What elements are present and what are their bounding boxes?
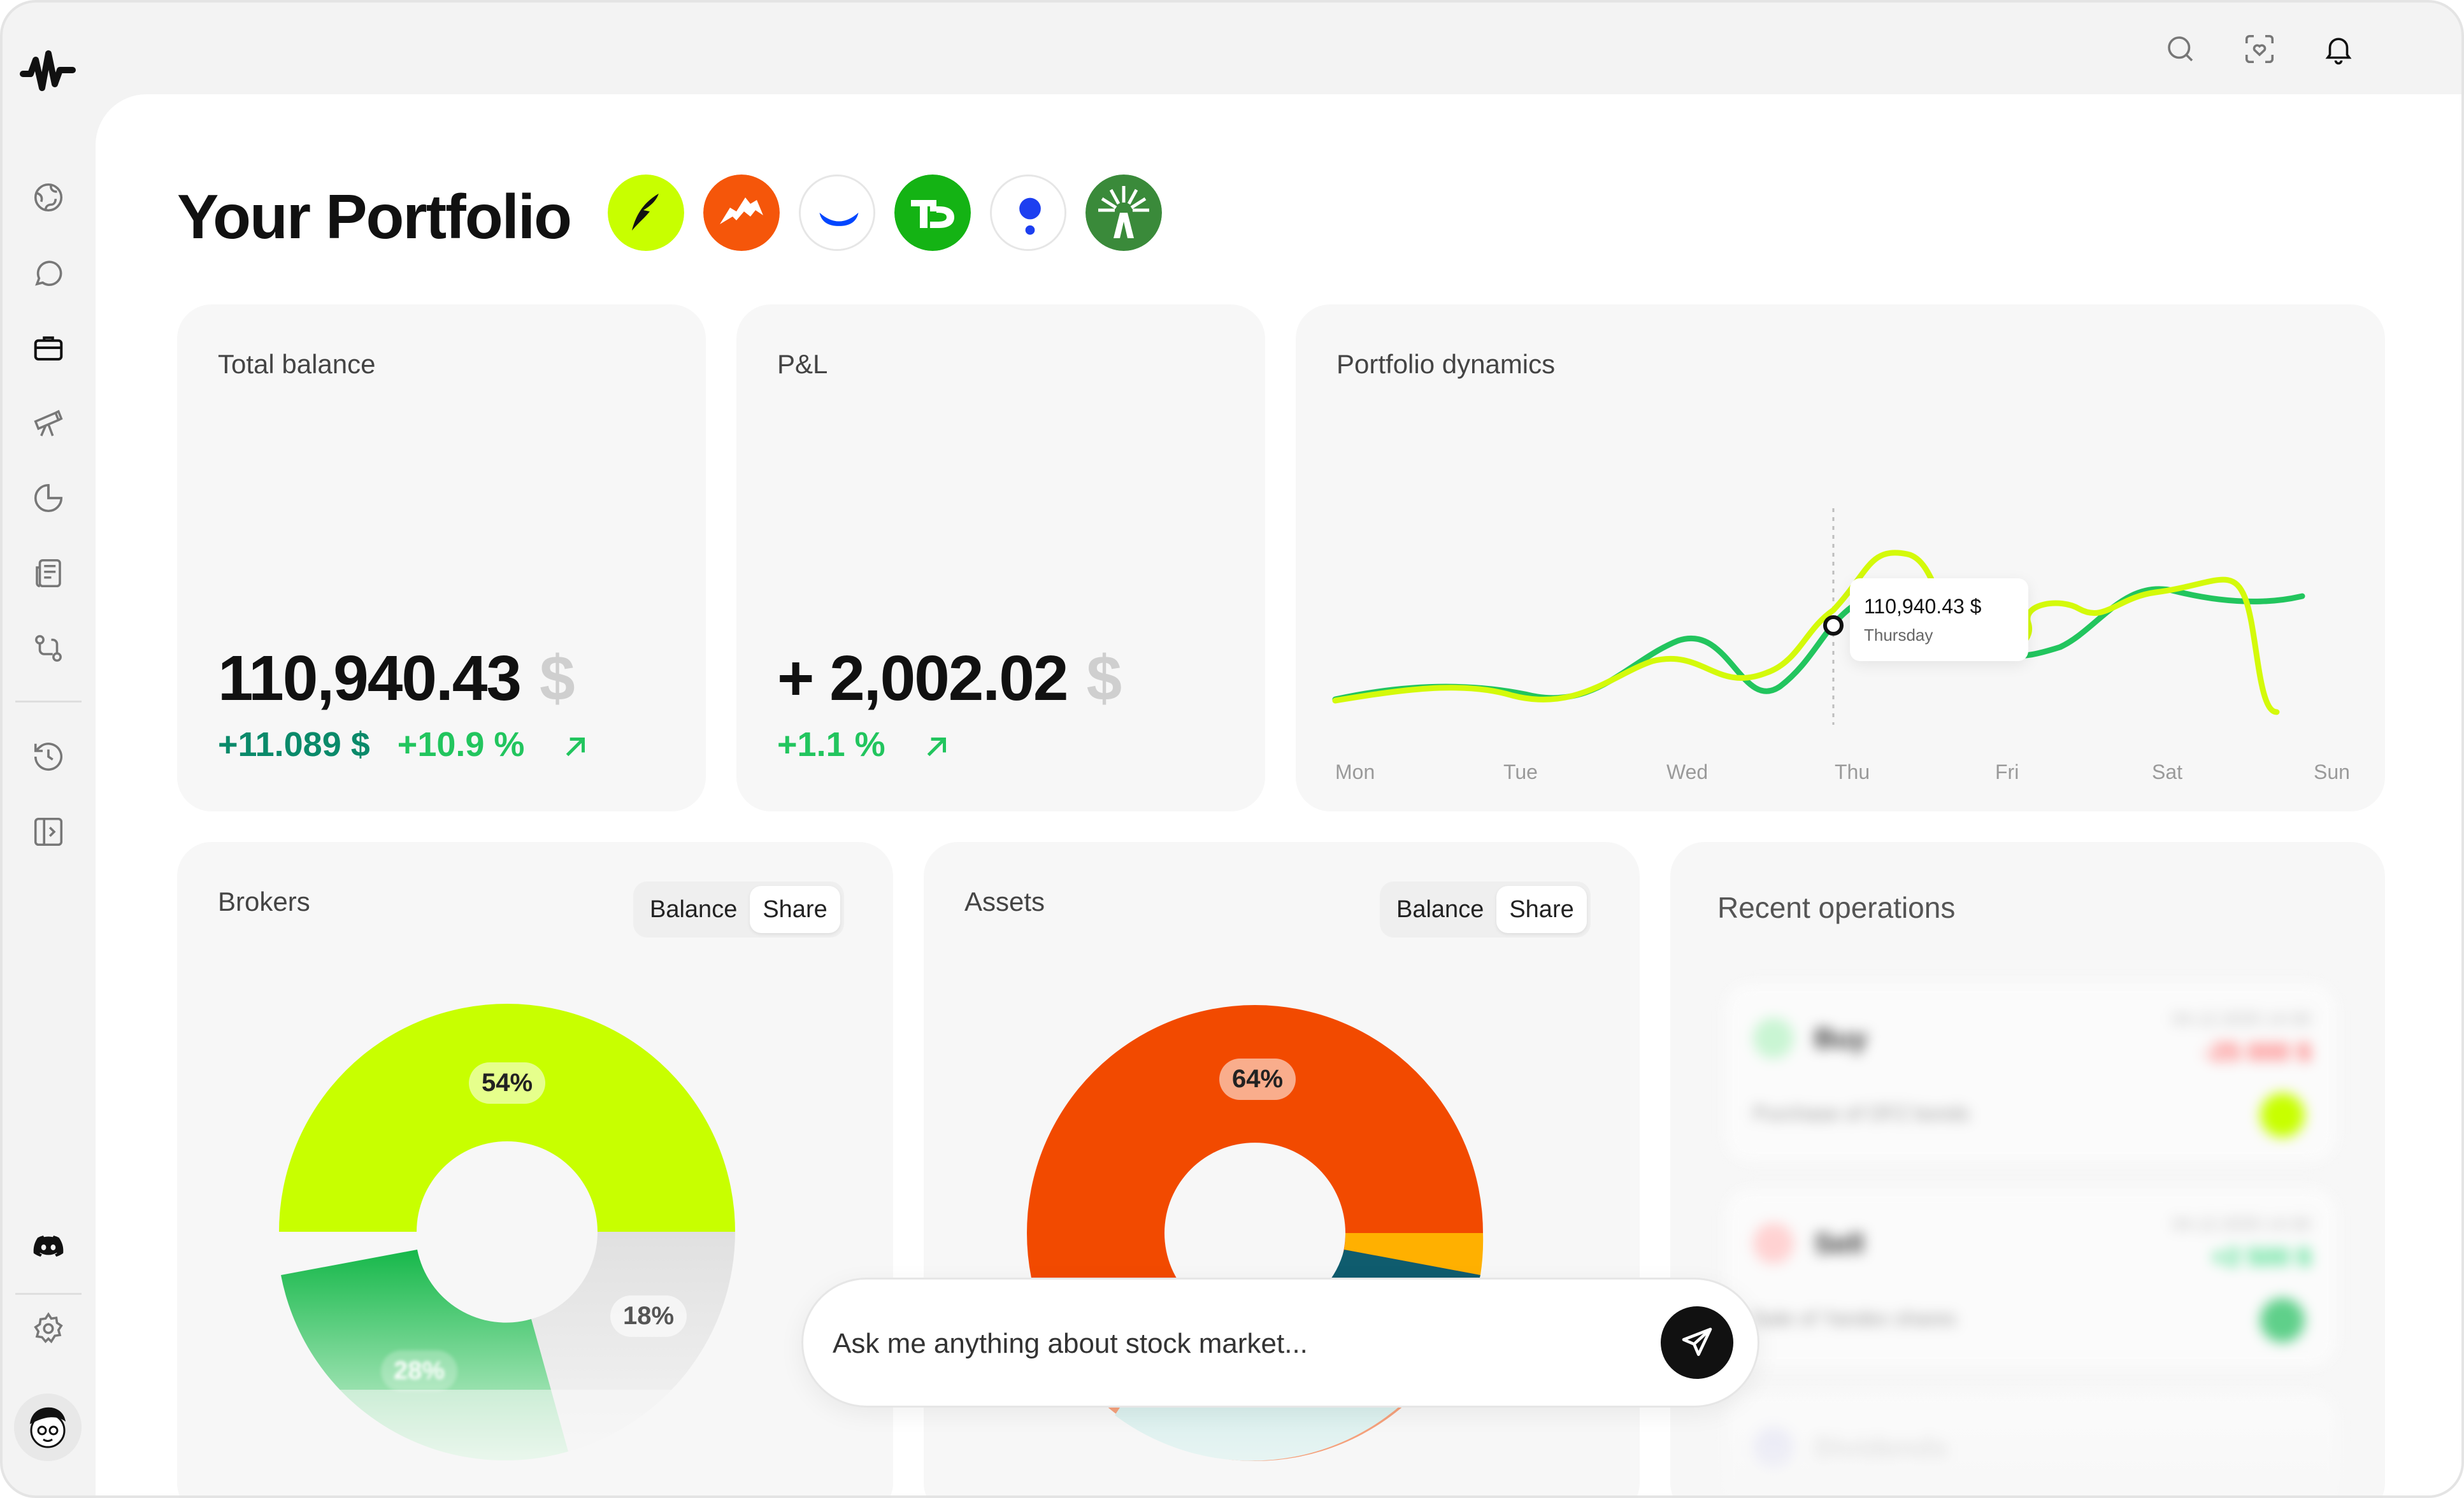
operation-item[interactable]: Buy 04.12.2025 14:30 -25 000 $ Purchase … xyxy=(1725,983,2337,1162)
operation-type: Sell xyxy=(1814,1228,1865,1259)
operation-description: Sale of Yandex shares xyxy=(1753,1307,1957,1330)
brokers-title: Brokers xyxy=(218,887,310,917)
chart-series-lime xyxy=(1332,550,2280,715)
pnl-change: +1.1 % xyxy=(777,725,952,764)
pnl-card: P&L + 2,002.02 $ +1.1 % xyxy=(736,304,1265,811)
td-logo[interactable] xyxy=(894,175,971,251)
nav-chat-icon[interactable] xyxy=(27,251,70,294)
operation-item[interactable]: Sell 04.12.2025 14:30 +2 500 $ Sale of Y… xyxy=(1725,1188,2337,1367)
public-logo[interactable] xyxy=(990,175,1066,251)
ask-input[interactable]: Ask me anything about stock market... xyxy=(833,1328,1308,1359)
coinbase-logo[interactable] xyxy=(799,175,875,251)
nav-pie-chart-icon[interactable] xyxy=(27,476,70,520)
sidebar-divider xyxy=(15,701,82,703)
nav-globe-icon[interactable] xyxy=(27,176,70,219)
nav-routes-icon[interactable] xyxy=(27,627,70,670)
brokers-card: Brokers Balance Share xyxy=(177,842,893,1495)
arrow-up-right-icon xyxy=(566,737,585,757)
x-axis-label-sun: Sun xyxy=(2314,760,2350,783)
total-balance-currency: $ xyxy=(539,643,575,714)
brokers-label-18: 18% xyxy=(610,1295,687,1337)
webull-logo[interactable] xyxy=(703,175,780,251)
brokers-label-28: 28% xyxy=(381,1350,458,1392)
assets-toggle: Balance Share xyxy=(1380,881,1591,938)
assets-label-64: 64% xyxy=(1219,1059,1296,1100)
total-balance-change: +11.089 $ +10.9 % xyxy=(218,725,591,764)
brokers-slice-54[interactable] xyxy=(279,1004,735,1232)
x-axis-label-wed: Wed xyxy=(1666,760,1708,783)
nav-news-icon[interactable] xyxy=(27,552,70,595)
operation-description: Purchase of OFZ bonds xyxy=(1753,1102,1970,1125)
total-balance-amount: 110,940.43 xyxy=(218,643,522,714)
bell-icon[interactable] xyxy=(2316,27,2361,71)
x-axis-label-tue: Tue xyxy=(1503,760,1538,783)
assets-toggle-share[interactable]: Share xyxy=(1496,886,1587,933)
send-icon xyxy=(1682,1327,1712,1356)
chart-tooltip-day: Thursday xyxy=(1864,625,1933,645)
nav-portfolio-icon[interactable] xyxy=(27,326,70,369)
pnl-currency: $ xyxy=(1086,643,1122,714)
scan-heart-icon[interactable] xyxy=(2237,27,2282,71)
portfolio-dynamics-title: Portfolio dynamics xyxy=(1336,349,1556,379)
nav-telescope-icon[interactable] xyxy=(27,401,70,445)
settings-gear-icon[interactable] xyxy=(27,1307,70,1350)
app-logo-icon[interactable] xyxy=(19,42,76,99)
pnl-amount: + 2,002.02 xyxy=(777,643,1068,714)
brokers-label-54: 54% xyxy=(469,1062,546,1104)
total-balance-title: Total balance xyxy=(218,349,376,379)
x-axis-label-fri: Fri xyxy=(1995,760,2019,783)
brokers-toggle-share[interactable]: Share xyxy=(750,886,840,933)
operation-date: 04.12.2025 14:30 xyxy=(2172,1214,2311,1234)
fidelity-logo[interactable] xyxy=(1085,175,1162,251)
robinhood-logo[interactable] xyxy=(608,175,684,251)
pnl-title: P&L xyxy=(777,349,828,379)
page-title: Your Portfolio xyxy=(177,182,572,252)
brokers-donut xyxy=(177,1004,893,1495)
portfolio-dynamics-card: Portfolio dynamics 110,940.43 $ Thursday… xyxy=(1296,304,2385,811)
send-button[interactable] xyxy=(1661,1306,1733,1379)
nav-panel-icon[interactable] xyxy=(27,810,70,853)
ask-bar: Ask me anything about stock market... xyxy=(801,1278,1759,1408)
operation-amount: -25 000 $ xyxy=(2203,1038,2311,1066)
x-axis-label-mon: Mon xyxy=(1335,760,1375,783)
assets-slice-64[interactable] xyxy=(1027,1005,1483,1233)
sidebar-divider-bottom xyxy=(15,1293,82,1295)
total-balance-change-pct: +10.9 % xyxy=(397,725,525,764)
nav-history-icon[interactable] xyxy=(27,735,70,778)
assets-title: Assets xyxy=(964,887,1045,917)
main-content: Your Portfolio Total balance 110,940.43 $… xyxy=(96,94,2461,1495)
operation-amount: +2 500 $ xyxy=(2211,1243,2311,1271)
discord-icon[interactable] xyxy=(27,1225,70,1269)
portfolio-dynamics-chart xyxy=(1332,508,2305,725)
recent-operations-title: Recent operations xyxy=(1717,891,1956,924)
chart-tooltip: 110,940.43 $ Thursday xyxy=(1850,578,2028,661)
total-balance-card: Total balance 110,940.43 $ +11.089 $ +10.… xyxy=(177,304,706,811)
brokers-toggle: Balance Share xyxy=(633,881,844,938)
assets-toggle-balance[interactable]: Balance xyxy=(1396,896,1484,923)
total-balance-change-abs: +11.089 $ xyxy=(218,725,370,764)
operation-type: Buy xyxy=(1814,1023,1868,1054)
assets-slice-yellow[interactable] xyxy=(1344,1233,1484,1275)
chart-tooltip-value: 110,940.43 $ xyxy=(1864,595,1982,618)
x-axis-label-thu: Thu xyxy=(1835,760,1870,783)
arrow-up-right-icon xyxy=(927,737,946,757)
pnl-value: + 2,002.02 $ xyxy=(777,642,1122,715)
user-avatar[interactable] xyxy=(14,1394,82,1461)
brokers-toggle-balance[interactable]: Balance xyxy=(650,896,738,923)
x-axis-label-sat: Sat xyxy=(2152,760,2183,783)
pnl-change-pct: +1.1 % xyxy=(777,725,885,764)
operation-date: 04.12.2025 14:30 xyxy=(2172,1009,2311,1029)
chart-series-green xyxy=(1332,586,2305,703)
search-icon[interactable] xyxy=(2158,27,2203,71)
chart-hover-point[interactable] xyxy=(1823,615,1844,636)
total-balance-value: 110,940.43 $ xyxy=(218,642,575,715)
sidebar xyxy=(3,3,96,1495)
recent-operations-card: Recent operations Buy 04.12.2025 14:30 -… xyxy=(1670,842,2385,1495)
